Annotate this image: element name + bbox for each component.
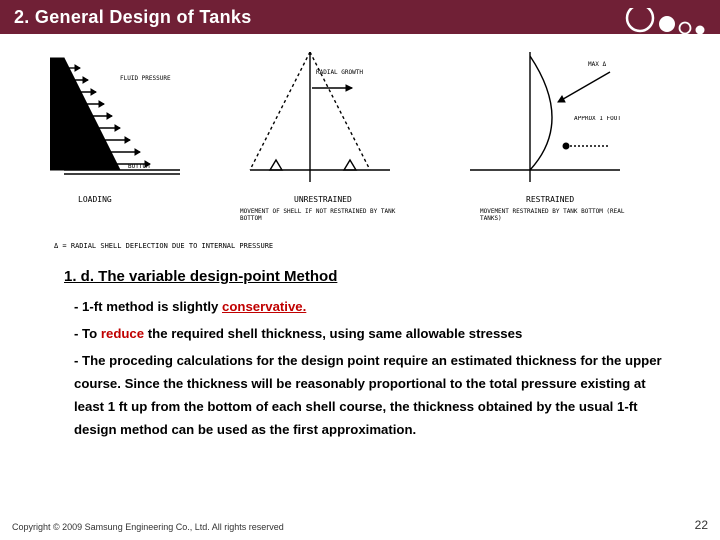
subcaption-unrestrained: MOVEMENT OF SHELL IF NOT RESTRAINED BY T… — [240, 208, 400, 222]
page-number: 22 — [695, 518, 708, 532]
bullet-3: - The proceding calculations for the des… — [74, 349, 672, 441]
label-max-delta: MAX Δ — [588, 61, 606, 68]
corner-decoration — [612, 8, 712, 38]
diagram-legend: Δ = RADIAL SHELL DEFLECTION DUE TO INTER… — [54, 242, 273, 250]
slide-footer: Copyright © 2009 Samsung Engineering Co.… — [12, 518, 708, 532]
caption-unrestrained: UNRESTRAINED — [294, 195, 352, 204]
body-content: 1. d. The variable design-point Method -… — [0, 260, 720, 540]
label-approx-1ft: APPROX 1 FOOT — [574, 116, 624, 123]
bullet-1-pre: - 1-ft method is slightly — [74, 299, 222, 314]
bullet-2-highlight: reduce — [101, 326, 144, 341]
item-heading: 1. d. The variable design-point Method — [64, 268, 672, 285]
bullet-2-pre: - To — [74, 326, 101, 341]
subcaption-restrained: MOVEMENT RESTRAINED BY TANK BOTTOM (REAL… — [480, 208, 640, 222]
bullet-1: - 1-ft method is slightly conservative. — [74, 295, 672, 318]
bullet-2: - To reduce the required shell thickness… — [74, 322, 672, 345]
slide-header: 2. General Design of Tanks — [0, 0, 720, 34]
bullet-1-highlight: conservative. — [222, 299, 306, 314]
caption-loading: LOADING — [78, 195, 112, 204]
label-radial-growth: RADIAL GROWTH — [316, 69, 363, 76]
slide-title: 2. General Design of Tanks — [14, 7, 252, 28]
caption-restrained: RESTRAINED — [526, 195, 574, 204]
label-bottom: BOTTOM — [128, 163, 150, 170]
copyright-text: Copyright © 2009 Samsung Engineering Co.… — [12, 522, 284, 532]
bullet-2-post: the required shell thickness, using same… — [144, 326, 522, 341]
diagram-figure: FLUID PRESSURE BOTTOM LOADING RADIAL GRO… — [50, 52, 680, 252]
label-fluid-pressure: FLUID PRESSURE — [120, 75, 171, 82]
